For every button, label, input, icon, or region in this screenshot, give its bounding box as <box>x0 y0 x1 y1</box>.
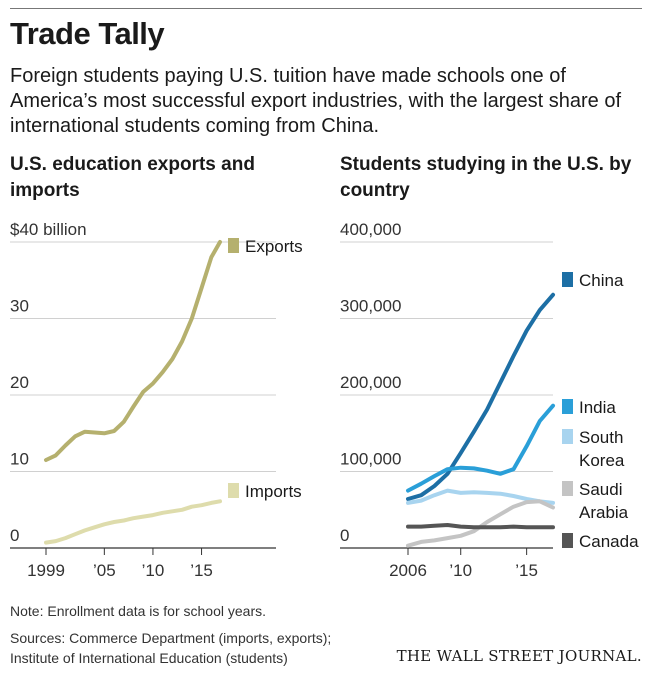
publisher-credit: THE WALL STREET JOURNAL. <box>396 647 642 665</box>
left-series-line-exports <box>44 240 222 462</box>
left-xtick-label-0: 1999 <box>27 561 65 580</box>
page-title: Trade Tally <box>10 16 165 51</box>
left-xtick-label-2: ’10 <box>142 561 165 580</box>
right-ytick-label-3: 100,000 <box>340 450 401 469</box>
sources-line-2: Institute of International Education (st… <box>10 650 288 666</box>
right-ytick-label-2: 200,000 <box>340 373 401 392</box>
left-ytick-label-0: $40 billion <box>10 220 87 239</box>
page-subtitle: Foreign students paying U.S. tuition hav… <box>10 65 621 137</box>
footnote: Note: Enrollment data is for school year… <box>10 603 267 619</box>
right-legend-label-south-korea: South Korea <box>579 428 625 470</box>
right-ytick-label-1: 300,000 <box>340 297 401 316</box>
left-chart-title: U.S. education exports and imports <box>10 154 255 201</box>
right-legend-swatch-india <box>562 399 573 414</box>
right-series-line-south-korea <box>406 488 555 505</box>
left-xtick-label-3: ’15 <box>190 561 213 580</box>
left-ytick-label-2: 20 <box>10 373 29 392</box>
right-series-line-canada <box>406 523 555 530</box>
left-ytick-label-4: 0 <box>10 526 19 545</box>
right-series-line-china <box>406 292 555 501</box>
right-legend-label-india: India <box>579 398 616 417</box>
right-xtick-label-2: ’15 <box>515 561 538 580</box>
left-legend-label-exports: Exports <box>245 237 303 256</box>
right-legend-swatch-saudi-arabia <box>562 481 573 496</box>
charts-svg: $40 billion 30 20 10 0 1999 ’05 ’10 ’15 Exports Im… <box>10 220 639 580</box>
right-legend-swatch-canada <box>562 533 573 548</box>
left-series-line-imports <box>44 499 222 545</box>
right-legend-swatch-south-korea <box>562 429 573 444</box>
sources-line-1: Sources: Commerce Department (imports, e… <box>10 630 332 646</box>
left-legend-label-imports: Imports <box>245 482 302 501</box>
right-xtick-label-1: ’10 <box>449 561 472 580</box>
right-legend-label-saudi-arabia: Saudi Arabia <box>579 480 629 522</box>
left-legend-swatch-imports <box>228 483 239 498</box>
right-ytick-label-0: 400,000 <box>340 220 401 239</box>
left-ytick-label-1: 30 <box>10 297 29 316</box>
left-xtick-label-1: ’05 <box>93 561 116 580</box>
right-legend-label-china: China <box>579 271 624 290</box>
right-series-line-saudi-arabia <box>406 499 555 548</box>
right-series-line-india <box>406 403 555 493</box>
right-ytick-label-4: 0 <box>340 526 349 545</box>
right-legend-swatch-china <box>562 272 573 287</box>
top-rule <box>10 8 642 9</box>
right-xtick-label-0: 2006 <box>389 561 427 580</box>
left-ytick-label-3: 10 <box>10 450 29 469</box>
right-chart-title: Students studying in the U.S. by country <box>340 154 632 201</box>
left-legend-swatch-exports <box>228 238 239 253</box>
sources: Sources: Commerce Department (imports, e… <box>10 628 430 668</box>
right-legend-label-canada: Canada <box>579 532 639 551</box>
